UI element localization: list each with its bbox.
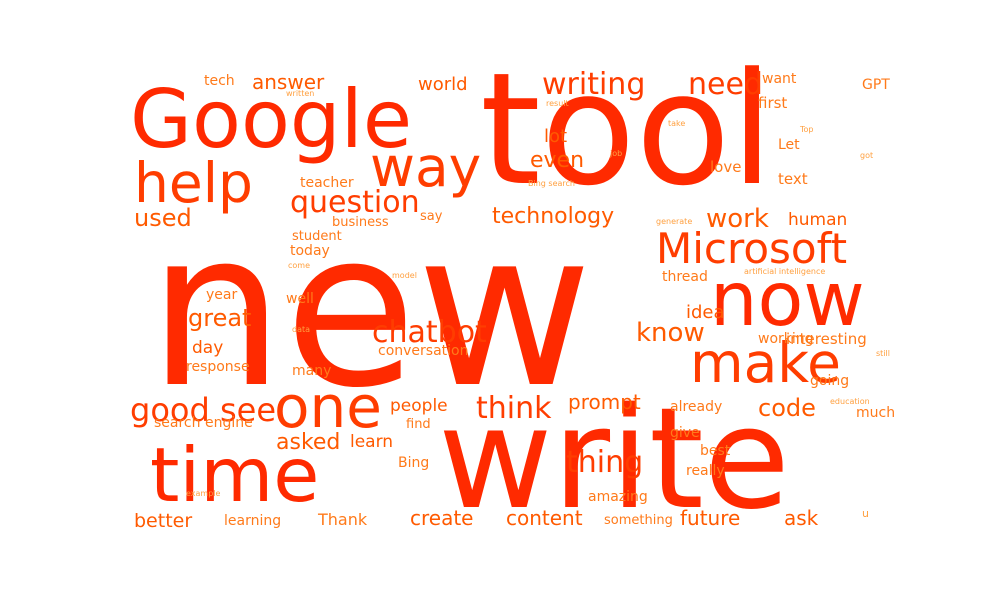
word-world: world (418, 74, 468, 95)
word-let: Let (778, 137, 800, 153)
word-already: already (670, 399, 723, 415)
word-give: give (670, 425, 700, 441)
word-best: best (700, 443, 731, 459)
word-writing: writing (542, 67, 646, 102)
word-today: today (290, 243, 330, 259)
word-idea: idea (686, 302, 725, 323)
word-lot: lot (544, 126, 568, 147)
word-technology: technology (492, 204, 615, 229)
word-way: way (370, 135, 482, 199)
word-amazing: amazing (588, 489, 648, 505)
word-written: written (286, 89, 315, 98)
word-ask: ask (784, 506, 819, 530)
word-first: first (758, 94, 788, 112)
word-now: now (710, 255, 865, 343)
word-know: know (636, 318, 705, 348)
word-find: find (406, 417, 431, 432)
word-great: great (188, 304, 252, 332)
word-make: make (690, 331, 842, 395)
word-business: business (332, 215, 389, 230)
word-microsoft: Microsoft (656, 224, 848, 273)
word-job: job (610, 149, 623, 158)
word-help: help (134, 151, 253, 215)
word-learn: learn (350, 432, 394, 452)
word-artificial-intelligence: artificial intelligence (744, 267, 826, 276)
word-really: really (686, 463, 725, 479)
word-working: working (758, 331, 814, 347)
word-tool: tool (480, 39, 774, 220)
word-answer: answer (252, 70, 325, 94)
word-see: see (220, 391, 277, 429)
word-new: new (148, 184, 593, 435)
word-content: content (506, 506, 583, 530)
word-many: many (292, 363, 332, 379)
word-tech: tech (204, 73, 235, 89)
word-education: education (830, 397, 870, 406)
word-think: think (476, 391, 552, 426)
word-interesting: interesting (786, 330, 867, 348)
word-need: need (688, 67, 763, 102)
word-result: result (546, 99, 569, 108)
word-thing: thing (566, 445, 644, 480)
word-going: going (810, 373, 850, 389)
word-even: even (530, 148, 585, 173)
word-thank: Thank (318, 510, 368, 529)
word-teacher: teacher (300, 175, 354, 191)
word-much: much (856, 405, 896, 421)
word-take: take (668, 119, 686, 128)
word-model: model (392, 271, 417, 280)
word-prompt: prompt (568, 390, 641, 414)
word-google: Google (130, 73, 413, 166)
word-well: well (286, 291, 314, 307)
word-got: got (860, 151, 874, 160)
word-write: write (438, 378, 790, 541)
word-generate: generate (656, 217, 693, 226)
word-asked: asked (276, 430, 341, 455)
word-create: create (410, 506, 474, 530)
word-chatbot: chatbot (372, 315, 487, 350)
word-year: year (206, 287, 238, 303)
word-top: Top (800, 125, 814, 134)
word-search-engine: search engine (154, 415, 253, 431)
word-good: good (130, 391, 210, 429)
word-used: used (134, 204, 192, 232)
word-work: work (706, 204, 769, 234)
word-question: question (290, 185, 420, 220)
word-one: one (274, 373, 382, 441)
word-better: better (134, 510, 193, 532)
word-bing: Bing (398, 455, 430, 471)
word-want: want (762, 71, 797, 87)
word-time: time (150, 431, 320, 519)
word-human: human (788, 210, 848, 230)
word-learning: learning (224, 513, 282, 529)
word-say: say (420, 209, 443, 224)
word-u: u (862, 507, 869, 520)
word-future: future (680, 506, 741, 530)
word-code: code (758, 394, 816, 422)
word-response: response (186, 359, 250, 375)
word-people: people (390, 396, 448, 416)
word-conversation: conversation (378, 343, 469, 359)
word-come: come (288, 261, 311, 270)
word-day: day (192, 338, 224, 358)
word-gpt: GPT (862, 77, 890, 93)
word-thread: thread (662, 269, 708, 285)
word-student: student (292, 229, 342, 244)
word-example: example (186, 489, 221, 498)
word-data: data (292, 325, 311, 334)
word-text: text (778, 170, 808, 188)
word-still: still (876, 349, 890, 358)
word-bing-search: Bing search (528, 179, 575, 188)
word-something: something (604, 513, 673, 528)
word-love: love (710, 158, 742, 176)
